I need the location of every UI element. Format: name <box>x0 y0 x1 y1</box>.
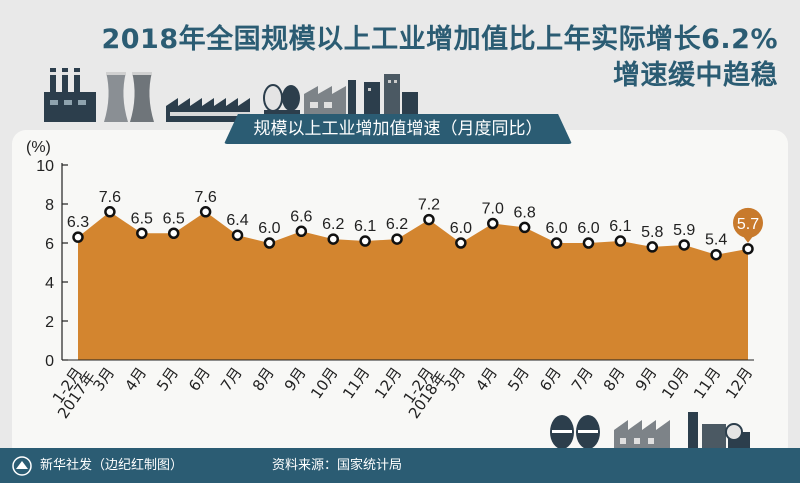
x-tick-label: 7月 <box>568 364 597 394</box>
plant-icon <box>304 80 356 122</box>
data-label: 5.7 <box>737 216 759 233</box>
y-tick-label: 4 <box>45 275 54 292</box>
footer-data-source: 资料来源：国家统计局 <box>272 458 403 473</box>
footer-bar: 新华社发（边纪红制图） 资料来源：国家统计局 <box>0 448 800 483</box>
x-tick-label: 6月 <box>536 364 565 394</box>
x-tick-label: 4月 <box>121 364 150 394</box>
data-label: 6.1 <box>609 218 631 235</box>
data-label: 6.5 <box>131 210 153 227</box>
cooling-towers-icon <box>104 72 154 122</box>
data-point <box>136 227 148 239</box>
data-label: 6.2 <box>322 216 344 233</box>
data-label: 6.0 <box>577 220 599 237</box>
data-label: 5.8 <box>641 224 663 241</box>
data-point <box>742 243 754 255</box>
y-tick-label: 10 <box>36 158 54 175</box>
x-tick-label: 6月 <box>185 364 214 394</box>
x-tick-label: 11月 <box>339 364 373 402</box>
x-tick-label: 11月 <box>690 364 724 402</box>
data-point <box>710 248 722 261</box>
x-tick-label: 9月 <box>281 364 310 394</box>
data-point <box>263 237 276 249</box>
data-label: 6.0 <box>545 220 567 237</box>
data-point <box>104 206 116 218</box>
data-label: 6.5 <box>163 210 185 227</box>
data-point <box>423 213 435 226</box>
x-tick-label: 4月 <box>472 364 501 394</box>
x-tick-label: 10月 <box>307 364 341 402</box>
data-label: 6.4 <box>226 212 248 229</box>
data-point <box>327 233 339 245</box>
x-tick-label: 8月 <box>249 364 278 394</box>
y-tick-label: 0 <box>45 353 54 370</box>
data-point <box>295 225 308 238</box>
data-label: 6.2 <box>386 216 408 233</box>
x-tick-label: 5月 <box>504 364 533 394</box>
x-tick-label: 10月 <box>658 364 692 402</box>
data-point <box>167 227 180 239</box>
y-axis-label: (%) <box>26 139 51 156</box>
data-point <box>231 229 244 241</box>
data-label: 5.9 <box>673 222 695 239</box>
y-tick-label: 8 <box>45 197 54 214</box>
data-point <box>391 233 403 245</box>
footer-source: 新华社发（边纪红制图） <box>40 458 184 473</box>
x-tick-label: 8月 <box>600 364 629 394</box>
x-tick-label: 12月 <box>722 364 756 402</box>
data-point <box>550 237 563 249</box>
data-label: 6.0 <box>450 220 472 237</box>
data-point <box>646 241 659 253</box>
data-label: 5.4 <box>705 232 727 249</box>
data-point <box>614 235 627 247</box>
factory-chimneys-icon <box>44 68 96 122</box>
x-tick-label: 9月 <box>632 364 661 394</box>
area-fill <box>78 211 748 360</box>
data-label: 6.8 <box>514 204 536 221</box>
data-point <box>455 237 467 249</box>
page-title: 2018年全国规模以上工业增加值比上年实际增长6.2% 增速缓中趋稳 <box>101 22 778 94</box>
highlight-bubble <box>733 207 763 238</box>
data-label: 7.6 <box>194 189 216 206</box>
data-label: 6.1 <box>354 218 376 235</box>
data-point <box>678 239 690 251</box>
data-label: 7.2 <box>418 197 440 214</box>
data-label: 7.0 <box>482 201 504 218</box>
x-tick-label: 5月 <box>153 364 182 394</box>
data-point <box>199 206 212 218</box>
data-label: 7.6 <box>99 189 121 206</box>
x-tick-label: 7月 <box>217 364 246 394</box>
title-line-1: 2018年全国规模以上工业增加值比上年实际增长6.2% <box>101 24 778 55</box>
data-label: 6.6 <box>290 208 312 225</box>
y-tick-label: 2 <box>45 314 54 331</box>
data-point <box>518 221 531 234</box>
data-point <box>582 237 595 249</box>
xinhua-logo-icon <box>12 456 32 476</box>
data-point <box>487 217 499 230</box>
data-label: 6.3 <box>67 214 89 231</box>
chart-subtitle-banner: 规模以上工业增加值增速（月度同比） <box>224 114 572 144</box>
title-line-2: 增速缓中趋稳 <box>613 60 778 91</box>
data-point <box>72 231 84 243</box>
data-label: 6.0 <box>258 220 280 237</box>
data-point <box>359 235 371 247</box>
y-tick-label: 6 <box>45 236 54 253</box>
workshop-icon <box>166 98 250 122</box>
